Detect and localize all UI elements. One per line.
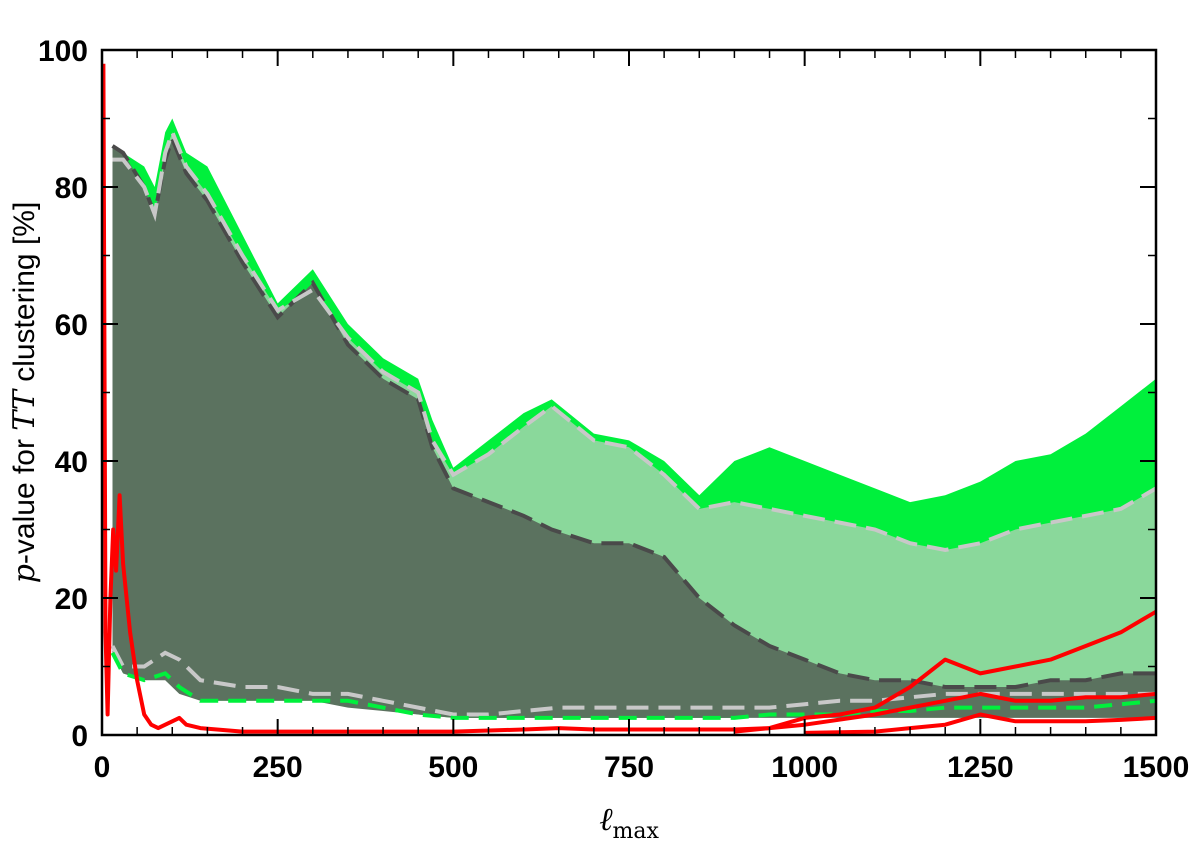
- y-tick-label: 100: [38, 35, 88, 68]
- x-tick-label: 0: [94, 751, 111, 784]
- x-tick-label: 250: [253, 751, 303, 784]
- axes: 0 250 500 750 1000 1250 1500 0 20 40 60 80 100: [38, 35, 1189, 784]
- y-axis-title: p-value for TT clustering [%]: [7, 202, 42, 584]
- x-axis-title: ℓmax: [599, 800, 659, 840]
- light-band-lower-edge: [110, 645, 1156, 717]
- x-tick-label: 1250: [947, 751, 1014, 784]
- y-tick-label: 0: [71, 720, 88, 753]
- y-tick-label: 60: [55, 309, 88, 342]
- x-tick-label: 1000: [771, 751, 838, 784]
- x-tick-label: 750: [604, 751, 654, 784]
- red-curve-2: [734, 691, 1157, 734]
- x-tick-label: 500: [428, 751, 478, 784]
- red-curve-3: [804, 712, 1157, 735]
- y-tick-label: 20: [55, 583, 88, 616]
- dark-band-upper-edge: [111, 133, 1156, 689]
- green-band-lower-edge: [110, 651, 1157, 720]
- light-band-upper-edge: [112, 126, 1158, 553]
- y-tick-label: 80: [55, 172, 88, 205]
- x-tick-label: 1500: [1123, 751, 1190, 784]
- plot-area: [101, 63, 1158, 735]
- dark-band: [112, 139, 1156, 718]
- y-tick-label: 40: [55, 446, 88, 479]
